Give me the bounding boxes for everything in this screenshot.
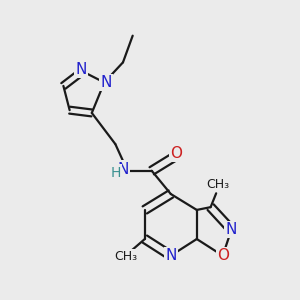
Text: O: O bbox=[217, 248, 229, 263]
Text: N: N bbox=[118, 162, 129, 177]
Text: N: N bbox=[165, 248, 176, 263]
Text: H: H bbox=[110, 166, 121, 179]
Text: O: O bbox=[170, 146, 182, 161]
Text: CH₃: CH₃ bbox=[114, 250, 137, 263]
Text: N: N bbox=[226, 222, 237, 237]
Text: N: N bbox=[100, 75, 112, 90]
Text: CH₃: CH₃ bbox=[207, 178, 230, 191]
Text: N: N bbox=[75, 62, 86, 77]
